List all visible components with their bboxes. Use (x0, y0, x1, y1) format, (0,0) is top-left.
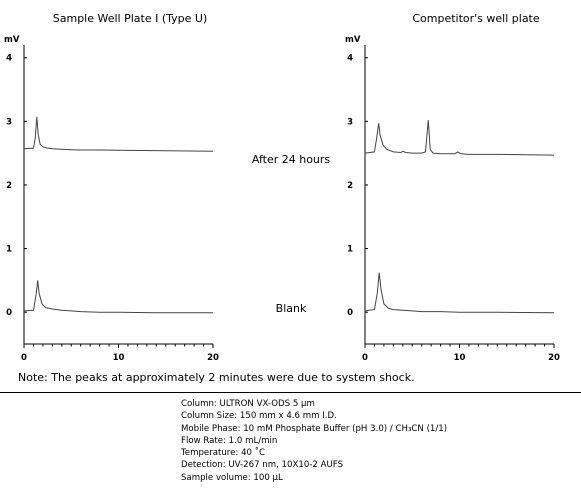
condition-detection: Detection: UV-267 nm, 10X10-2 AUFS (181, 460, 344, 471)
conditions-block: Column: ULTRON VX-ODS 5 μm Column Size: … (181, 398, 447, 484)
y-tick-label: 0 (347, 308, 353, 318)
y-tick-label: 3 (6, 117, 12, 127)
right-chart-panel: Competitor's well plate mV 0 1 2 3 4 0 10 20 (345, 12, 560, 363)
y-tick-label: 2 (6, 181, 12, 191)
y-tick-label: 4 (347, 54, 353, 64)
x-tick-label: 0 (362, 353, 368, 363)
series-line-blank (23, 280, 213, 314)
y-axis-label: mV (4, 35, 20, 45)
condition-flow-rate: Flow Rate: 1.0 mL/min (181, 435, 278, 446)
x-tick-label: 10 (454, 353, 466, 363)
label-blank: Blank (276, 302, 307, 315)
divider-line (0, 392, 581, 393)
y-tick-label: 1 (6, 245, 12, 255)
left-chart-panel: Sample Well Plate I (Type U) mV 0 1 2 3 4 0 10 20 (4, 12, 219, 363)
y-tick-label: 2 (347, 181, 353, 191)
condition-mobile-phase: Mobile Phase: 10 mM Phosphate Buffer (pH… (181, 423, 448, 434)
chart-title: Sample Well Plate I (Type U) (53, 12, 208, 25)
chart-title: Competitor's well plate (412, 12, 540, 25)
x-tick-label: 0 (21, 353, 27, 363)
note-text: Note: The peaks at approximately 2 minut… (18, 371, 415, 384)
x-tick-label: 20 (548, 353, 560, 363)
y-tick-label: 4 (6, 54, 12, 64)
x-tick-label: 10 (113, 353, 125, 363)
series-line-after-24-hours (364, 120, 555, 156)
y-axis-label: mV (345, 35, 361, 45)
condition-sample-volume: Sample volume: 100 μL (181, 472, 283, 483)
series-line-after-24-hours (23, 116, 214, 152)
condition-column-size: Column Size: 150 mm x 4.6 mm I.D. (181, 411, 337, 422)
condition-temperature: Temperature: 40 ˚C (181, 448, 266, 459)
y-tick-label: 0 (6, 308, 12, 318)
condition-column: Column: ULTRON VX-ODS 5 μm (181, 399, 315, 409)
series-line-blank (364, 272, 555, 314)
y-tick-label: 3 (347, 117, 353, 127)
label-after-24-hours: After 24 hours (252, 153, 331, 166)
x-tick-label: 20 (207, 353, 219, 363)
y-tick-label: 1 (347, 245, 353, 255)
